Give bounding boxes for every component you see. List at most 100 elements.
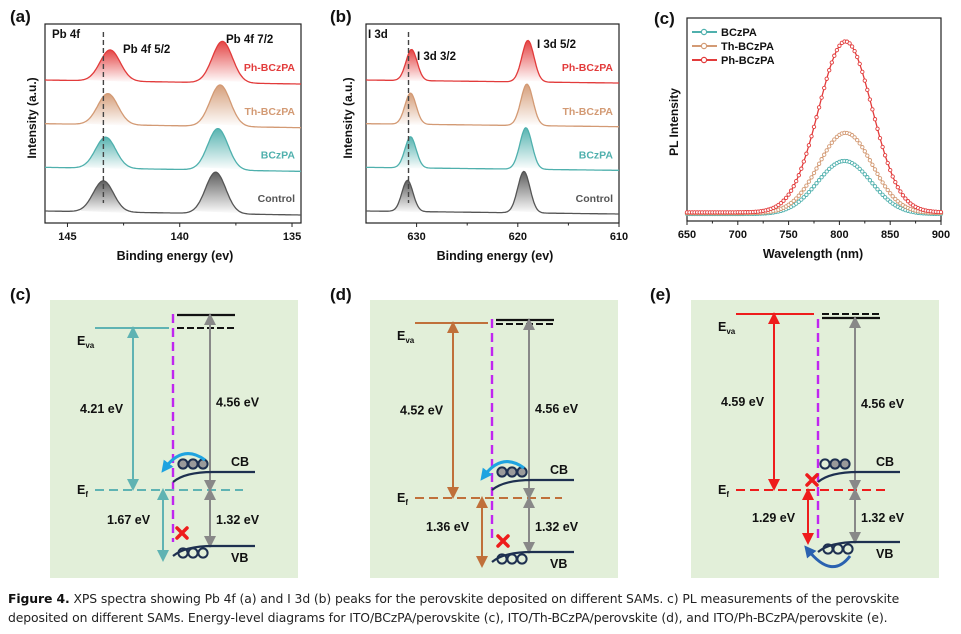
- x-tick-label: 620: [509, 231, 527, 243]
- legend-label: Ph-BCzPA: [244, 62, 296, 74]
- legend-label: Ph-BCzPA: [562, 62, 614, 74]
- data-point: [824, 169, 829, 174]
- legend-marker: [700, 42, 708, 50]
- ylabel-a: Intensity (a.u.): [25, 77, 39, 158]
- caption-text: XPS spectra showing Pb 4f (a) and I 3d (…: [8, 591, 900, 625]
- electron: [197, 458, 209, 470]
- data-point: [867, 178, 873, 183]
- data-point: [781, 198, 786, 203]
- data-point: [857, 166, 862, 172]
- data-point: [857, 141, 862, 146]
- data-point: [938, 209, 944, 215]
- peak-fill: [86, 49, 133, 82]
- data-point: [806, 143, 812, 148]
- data-point: [870, 162, 875, 167]
- data-point: [801, 159, 806, 164]
- data-point: [809, 134, 814, 139]
- sam-ef-label: 1.67 eV: [107, 513, 151, 527]
- peak-fill: [399, 49, 424, 82]
- data-point: [875, 187, 880, 192]
- data-point: [882, 195, 888, 200]
- series-line-Ph-BCzPA: [366, 39, 619, 84]
- peak-fill: [192, 172, 239, 213]
- data-point: [814, 115, 819, 120]
- ef-vb-label: 1.32 eV: [216, 513, 260, 527]
- hole: [197, 547, 209, 559]
- peak-fill: [199, 41, 246, 82]
- x-tick-label: 630: [407, 231, 425, 243]
- ef-subscript: f: [85, 490, 88, 499]
- xlabel-b: Binding energy (ev): [437, 249, 554, 263]
- data-point: [816, 178, 822, 183]
- legend-label: Control: [576, 193, 613, 205]
- data-point: [806, 189, 812, 195]
- data-point: [804, 183, 809, 188]
- x-tick-label: 750: [779, 229, 797, 241]
- xlabel-a: Binding energy (ev): [117, 249, 234, 263]
- legend-label: Th-BCzPA: [562, 106, 613, 118]
- perovskite-wf-label: 4.56 eV: [535, 402, 579, 416]
- x-tick-label: 700: [729, 229, 747, 241]
- peak-fill: [512, 127, 540, 169]
- data-point: [870, 181, 875, 186]
- data-point: [880, 144, 885, 150]
- blocked-x-icon: [496, 534, 510, 548]
- data-point: [865, 87, 870, 93]
- data-point: [852, 135, 857, 140]
- data-point: [882, 184, 888, 189]
- data-point: [827, 144, 832, 149]
- electron: [187, 458, 199, 470]
- eva-subscript: va: [405, 336, 414, 345]
- panel-label: (d): [330, 285, 352, 304]
- data-point: [804, 151, 809, 156]
- peak2-label-a: Pb 4f 7/2: [226, 34, 273, 46]
- peak-fill: [195, 128, 241, 170]
- data-point: [832, 137, 837, 142]
- data-point: [849, 44, 855, 49]
- ef-label: Ef: [77, 483, 88, 499]
- x-tick-label: 610: [610, 231, 628, 243]
- data-point: [875, 126, 880, 131]
- data-point: [783, 195, 789, 201]
- data-point: [875, 171, 880, 177]
- data-point: [816, 105, 822, 110]
- element-label-a: Pb 4f: [52, 29, 80, 41]
- ef-vb-label: 1.32 eV: [861, 511, 905, 525]
- vb-label: VB: [231, 551, 248, 565]
- data-point: [862, 149, 867, 154]
- data-point: [857, 61, 862, 67]
- data-point: [819, 157, 824, 162]
- panel-label-b: (b): [330, 7, 352, 26]
- data-point: [860, 169, 865, 174]
- peak2-label-b: I 3d 5/2: [537, 39, 576, 51]
- panel-label: (e): [650, 285, 671, 304]
- data-point: [865, 153, 870, 158]
- data-point: [890, 174, 895, 179]
- legend-label: Control: [258, 193, 295, 205]
- data-point: [893, 196, 898, 202]
- data-point: [900, 193, 906, 198]
- peak-fill: [83, 137, 129, 170]
- data-point: [872, 184, 878, 189]
- diagram-background: [691, 300, 939, 578]
- data-point: [829, 140, 834, 145]
- data-point: [814, 181, 819, 186]
- hole-transfer-arrow: [804, 545, 852, 568]
- data-point: [794, 196, 799, 201]
- perovskite-wf-label: 4.56 eV: [216, 396, 260, 410]
- data-point: [811, 184, 817, 189]
- data-point: [855, 164, 860, 169]
- cb-band: [172, 470, 255, 483]
- data-point: [832, 53, 837, 58]
- peak-fill: [398, 136, 423, 169]
- data-point: [822, 85, 827, 91]
- panel-label-a: (a): [10, 7, 31, 26]
- element-label-b: I 3d: [368, 29, 388, 41]
- pl-chart: (c) 650 700 750 800 850 900 BCzPA Th-BCzPA Ph-BC…: [654, 9, 950, 261]
- data-point: [824, 76, 829, 81]
- series-line-Th-BCzPA: [45, 84, 301, 129]
- data-point: [870, 107, 875, 112]
- data-point: [867, 97, 873, 102]
